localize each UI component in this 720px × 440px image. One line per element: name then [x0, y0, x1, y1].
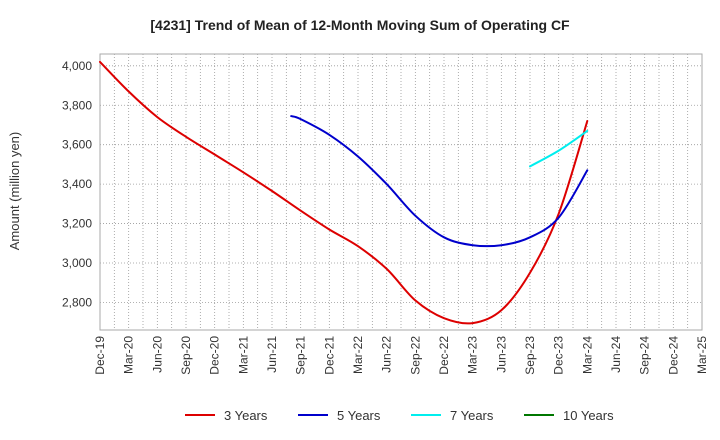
x-tick-label: Dec-21 [322, 336, 336, 375]
x-tick-label: Dec-24 [666, 336, 680, 375]
series-line-5-years [290, 115, 589, 248]
x-tick-label: Mar-25 [695, 336, 709, 374]
legend-label: 5 Years [337, 408, 381, 423]
chart-title: [4231] Trend of Mean of 12-Month Moving … [150, 17, 570, 33]
y-tick-label: 3,000 [62, 256, 92, 270]
legend-label: 10 Years [563, 408, 614, 423]
y-axis-ticks: 2,800 3,000 3,200 3,400 3,600 3,800 4,000 [62, 59, 92, 310]
grid [100, 54, 702, 330]
plot-frame [99, 53, 703, 331]
legend-label: 7 Years [450, 408, 494, 423]
y-axis-label: Amount (million yen) [7, 132, 22, 251]
series-lines [99, 60, 589, 325]
x-tick-label: Sep-22 [408, 336, 422, 375]
x-tick-label: Sep-23 [523, 336, 537, 375]
x-tick-label: Sep-24 [638, 336, 652, 375]
legend: 3 Years 5 Years 7 Years 10 Years [185, 408, 614, 423]
legend-label: 3 Years [224, 408, 268, 423]
x-tick-label: Jun-21 [265, 336, 279, 373]
y-tick-label: 3,600 [62, 138, 92, 152]
x-axis-ticks: Dec-19 Mar-20 Jun-20 Sep-20 Dec-20 Mar-21 Jun-… [93, 336, 709, 375]
series-line-7-years [529, 129, 589, 168]
x-tick-label: Mar-21 [236, 336, 250, 374]
y-tick-label: 3,200 [62, 217, 92, 231]
x-tick-label: Mar-24 [580, 336, 594, 374]
y-tick-label: 4,000 [62, 59, 92, 73]
x-tick-label: Jun-24 [609, 336, 623, 373]
x-tick-label: Jun-20 [150, 336, 164, 373]
y-tick-label: 3,800 [62, 98, 92, 112]
x-tick-label: Dec-23 [552, 336, 566, 375]
x-tick-label: Jun-23 [494, 336, 508, 373]
x-tick-label: Sep-20 [179, 336, 193, 375]
y-tick-label: 2,800 [62, 295, 92, 309]
series-line-3-years [99, 60, 589, 325]
y-tick-label: 3,400 [62, 177, 92, 191]
x-tick-label: Mar-23 [466, 336, 480, 374]
x-tick-label: Mar-20 [122, 336, 136, 374]
x-tick-label: Dec-19 [93, 336, 107, 375]
x-tick-label: Dec-22 [437, 336, 451, 375]
x-tick-label: Dec-20 [208, 336, 222, 375]
x-tick-label: Mar-22 [351, 336, 365, 374]
x-tick-label: Jun-22 [380, 336, 394, 373]
x-tick-label: Sep-21 [294, 336, 308, 375]
